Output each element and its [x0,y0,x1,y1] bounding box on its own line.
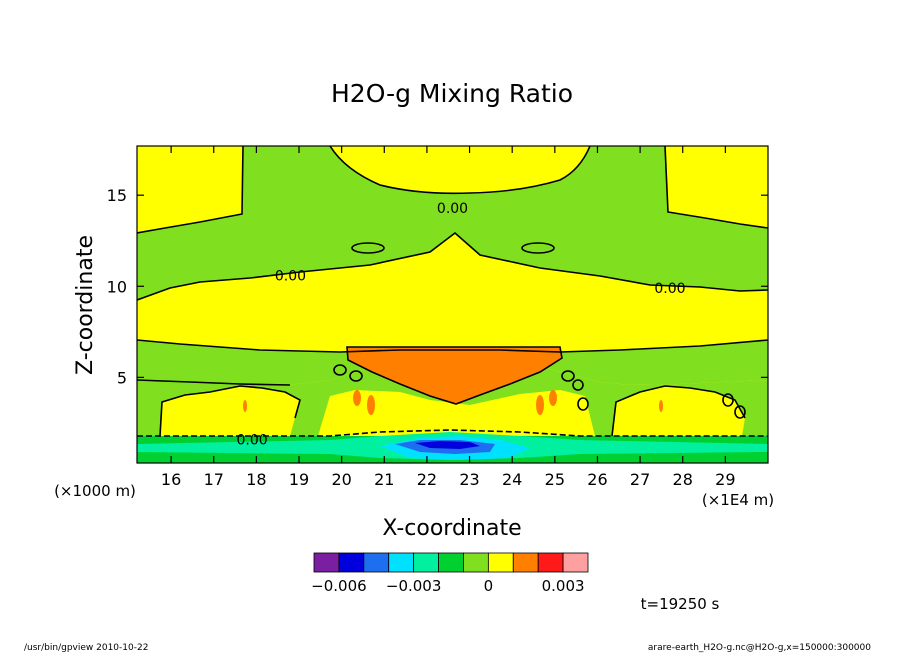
region-orange [347,347,562,404]
x-tick-label: 23 [459,470,479,489]
region-green-upper [137,146,768,300]
contour-label: 0.00 [275,268,306,284]
x-tick-label: 26 [587,470,607,489]
contour-label: 0.00 [654,281,685,297]
y-unit-label: (×1000 m) [54,482,136,500]
x-tick-label: 17 [204,470,224,489]
x-tick-label: 21 [374,470,394,489]
x-unit-label: (×1E4 m) [702,491,774,509]
footer-right: arare-earth_H2O-g.nc@H2O-g,x=150000:3000… [648,643,871,653]
chart-title: H2O-g Mixing Ratio [331,79,573,108]
region-yellow-bump-right [612,386,745,436]
y-tick-label: 10 [107,277,127,296]
contour-line-top [137,146,768,234]
contour-line-upper [137,231,768,301]
x-axis-label: X-coordinate [382,516,521,541]
contour-line-middle [137,339,768,353]
colorbar-swatch [438,552,464,573]
colorbar-tick-label: −0.003 [386,577,442,595]
colorbar-swatch [562,552,589,573]
x-tick-label: 24 [502,470,522,489]
colorbar-swatch [512,552,539,573]
colorbar-swatch [363,552,390,573]
colorbar-tick-label: −0.006 [311,577,367,595]
y-axis-label: Z-coordinate [73,235,98,375]
colorbar: −0.006 −0.003 0 0.003 [311,552,589,595]
x-tick-label: 18 [246,470,266,489]
colorbar-swatch [487,552,514,573]
x-tick-label: 22 [417,470,437,489]
colorbar-swatch [388,552,415,573]
orange-lens-4 [549,390,557,406]
x-tick-label: 28 [673,470,693,489]
orange-lens-3 [536,395,544,415]
colorbar-swatch [463,552,489,573]
x-tick-label: 16 [161,470,181,489]
plot-frame [136,145,769,464]
y-tick-label: 5 [117,368,127,387]
orange-lens-2 [367,395,375,415]
orange-lens-6 [659,400,663,412]
y-axis: 5 10 15 [107,186,768,387]
x-tick-label: 20 [331,470,351,489]
contour-labels: 0.00 0.00 0.00 0.00 [237,201,686,448]
contour-line-orange [346,346,563,405]
orange-lens-5 [243,400,247,412]
plot-area: 0.00 0.00 0.00 0.00 [136,145,769,464]
colorbar-swatch [413,552,439,573]
colorbar-tick-label: 0 [484,577,494,595]
region-yellow-center [318,390,595,436]
contour-label: 0.00 [237,432,268,448]
contour-line-surface [137,429,768,437]
x-tick-label: 29 [715,470,735,489]
contour-line-lower [137,379,746,437]
contour-label: 0.00 [437,201,468,217]
region-yellow-bump-left [160,386,300,436]
orange-lens-1 [353,390,361,406]
colorbar-tick-label: 0.003 [542,577,585,595]
x-axis: 16 17 18 19 20 21 22 23 24 25 26 27 28 29 [161,146,736,489]
x-tick-label: 27 [630,470,650,489]
colorbar-swatch [338,552,365,573]
x-tick-label: 25 [545,470,565,489]
time-label: t=19250 s [641,595,720,613]
footer-left: /usr/bin/gpview 2010-10-22 [24,643,148,653]
colorbar-swatch [313,552,340,573]
contour-lines [137,146,768,437]
y-tick-label: 15 [107,186,127,205]
region-darkblue [415,441,480,449]
x-tick-label: 19 [289,470,309,489]
colorbar-swatch [537,552,564,573]
